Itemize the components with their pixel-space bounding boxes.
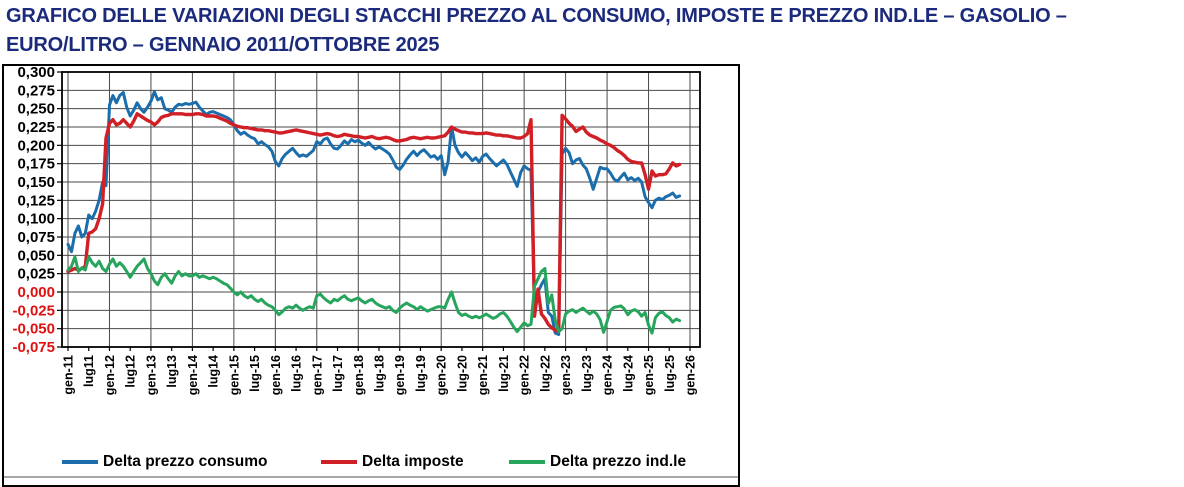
series-line-imposte xyxy=(66,112,682,334)
x-axis-label: lug14 xyxy=(207,355,221,388)
x-axis-label: gen-11 xyxy=(62,355,76,395)
legend: Delta prezzo consumo Delta imposte Delta p… xyxy=(4,450,738,474)
y-axis-label: 0,025 xyxy=(17,266,55,283)
x-axis-label: gen-25 xyxy=(642,355,656,395)
y-axis-label: 0,200 xyxy=(17,137,55,154)
legend-swatch-line xyxy=(62,459,98,465)
y-axis-label: 0,175 xyxy=(17,156,55,173)
legend-swatch-line xyxy=(509,459,545,465)
legend-item: Delta imposte xyxy=(321,450,464,474)
x-axis-label: gen-22 xyxy=(518,355,532,395)
x-axis-label: lug-19 xyxy=(414,355,428,392)
y-axis-label: 0,250 xyxy=(17,101,55,118)
series-line-indle xyxy=(66,255,682,335)
x-axis-label: gen-16 xyxy=(269,355,283,395)
x-axis-label: gen-20 xyxy=(435,355,449,395)
x-axis-label: gen-12 xyxy=(103,355,117,395)
x-axis-label: gen-26 xyxy=(684,355,698,395)
x-axis-label: lug-18 xyxy=(373,355,387,392)
x-axis-label: lug11 xyxy=(82,355,96,387)
x-axis-label: lug-17 xyxy=(331,355,345,392)
x-axis-label: gen-13 xyxy=(144,355,158,395)
x-axis-label: gen-24 xyxy=(601,355,615,395)
y-axis-label: 0,275 xyxy=(17,82,55,99)
legend-item: Delta prezzo consumo xyxy=(62,450,268,474)
x-axis-label: lug-25 xyxy=(663,355,677,392)
x-axis-label: gen-14 xyxy=(186,355,200,395)
y-axis-label: -0,025 xyxy=(12,302,55,319)
legend-label: Delta prezzo consumo xyxy=(103,453,268,470)
x-axis-label: gen-18 xyxy=(352,355,366,395)
chart-title: GRAFICO DELLE VARIAZIONI DEGLI STACCHI P… xyxy=(6,5,1067,56)
legend-label: Delta imposte xyxy=(362,453,464,470)
y-axis-label: 0,125 xyxy=(17,192,55,209)
x-axis-label: lug13 xyxy=(165,355,179,388)
x-axis-label: gen-21 xyxy=(476,355,490,395)
y-axis-label: 0,075 xyxy=(17,229,55,246)
x-axis-label: lug-20 xyxy=(455,355,469,392)
plot-frame xyxy=(61,71,701,348)
chart-container: 0,300 0,275 0,250 0,225 0,200 0,175 0,150 0,125… xyxy=(2,64,740,487)
x-axis-label: lug-15 xyxy=(248,355,262,392)
x-axis-label: lug-24 xyxy=(621,355,635,392)
y-axis-label: 0,100 xyxy=(17,211,55,228)
x-axis-label: lug-23 xyxy=(580,355,594,392)
x-axis-label: gen-17 xyxy=(310,355,324,395)
x-axis-label: gen-19 xyxy=(393,355,407,395)
legend-swatch-line xyxy=(321,459,357,465)
y-axis-label: -0,075 xyxy=(12,339,55,356)
x-axis-label: lug-21 xyxy=(497,355,511,392)
y-axis-label: 0,300 xyxy=(17,66,55,81)
y-axis-label: 0,225 xyxy=(17,119,55,136)
x-axis-label: gen-15 xyxy=(227,355,241,395)
y-axis-label: 0,150 xyxy=(17,174,55,191)
legend-label: Delta prezzo ind.le xyxy=(550,453,687,470)
y-axis-label: 0,050 xyxy=(17,247,55,264)
bottom-divider-line xyxy=(4,476,738,478)
series-line-consumo xyxy=(66,90,682,336)
x-axis-label: gen-23 xyxy=(559,355,573,395)
x-axis-label: lug-22 xyxy=(538,355,552,392)
x-axis-label: lug12 xyxy=(124,355,138,388)
legend-item: Delta prezzo ind.le xyxy=(509,450,686,474)
x-axis-label: lug-16 xyxy=(290,355,304,392)
y-axis-label: -0,050 xyxy=(12,321,55,338)
y-axis-label: 0,000 xyxy=(17,284,55,301)
